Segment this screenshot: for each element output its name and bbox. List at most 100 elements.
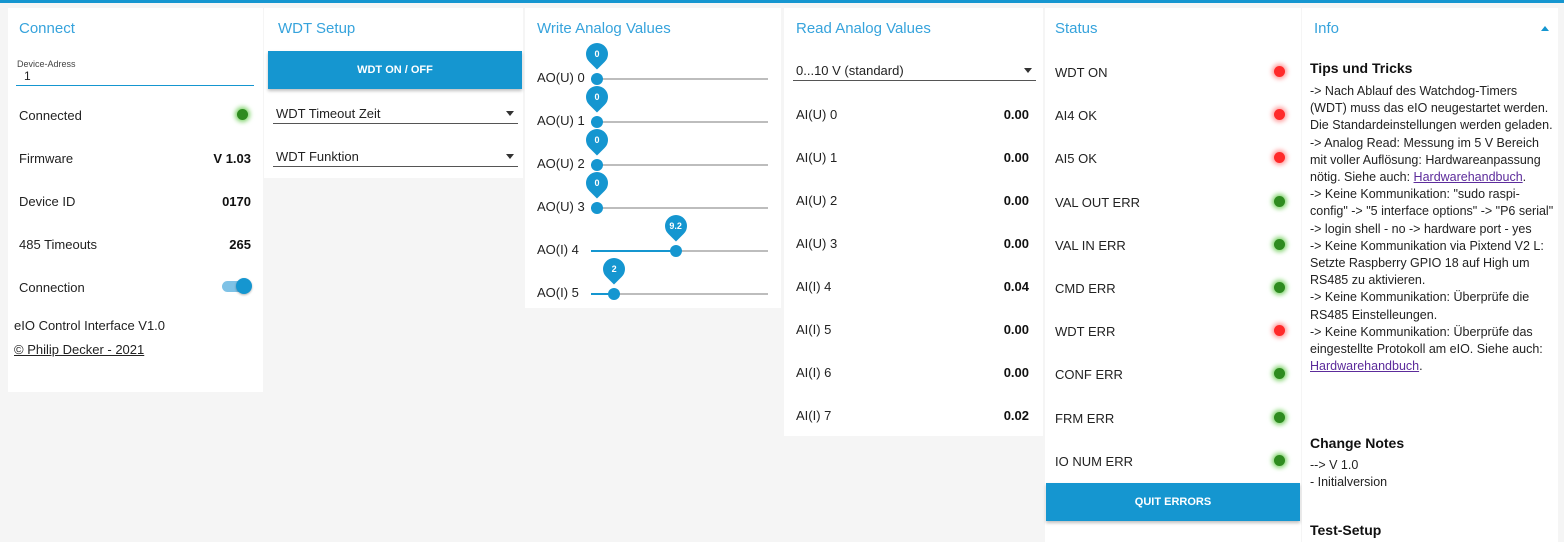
chevron-down-icon <box>1024 68 1032 73</box>
chevron-down-icon <box>506 111 514 116</box>
analog-input-label: AI(U) 0 <box>796 107 838 122</box>
info-panel: Info Tips und Tricks -> Nach Ablauf des … <box>1302 8 1558 542</box>
device-address-input[interactable] <box>16 68 254 86</box>
slider-value: 0 <box>594 92 600 102</box>
slider-track[interactable] <box>597 164 768 166</box>
chevron-down-icon <box>506 154 514 159</box>
status-label: WDT ERR <box>1055 324 1116 340</box>
slider-label: AO(U) 2 <box>537 156 585 171</box>
status-label: VAL OUT ERR <box>1055 194 1141 210</box>
analog-input-value: 0.00 <box>1003 107 1029 122</box>
slider-track[interactable] <box>597 121 768 123</box>
collapse-caret-icon[interactable] <box>1541 26 1549 31</box>
slider-thumb[interactable] <box>608 288 621 300</box>
wdt-function-select[interactable]: WDT Funktion <box>273 149 518 167</box>
read-analog-panel: Read Analog Values 0...10 V (standard) A… <box>784 8 1043 436</box>
slider-value: 0 <box>594 49 600 59</box>
slider-thumb[interactable] <box>591 73 603 85</box>
tip-protocol: -> Keine Kommunikation: Überprüfe das ei… <box>1310 324 1556 376</box>
analog-input-value: 0.04 <box>1003 279 1029 294</box>
write-analog-panel: Write Analog Values AO(U) 0 0 AO(U) 1 0 AO(U… <box>525 8 781 308</box>
analog-input-label: AI(U) 3 <box>796 236 838 251</box>
write-analog-title: Write Analog Values <box>537 20 671 37</box>
status-led-indicator <box>1274 411 1285 423</box>
top-accent-bar <box>0 0 1564 3</box>
change-notes-heading: Change Notes <box>1310 435 1405 451</box>
slider-track[interactable] <box>597 207 768 209</box>
tip-pixtend: -> Keine Kommunikation via Pixtend V2 L:… <box>1310 238 1544 288</box>
analog-input-label: AI(I) 7 <box>796 408 832 423</box>
analog-input-value: 0.00 <box>1003 150 1029 165</box>
analog-input-value: 0.00 <box>1003 322 1029 337</box>
read-analog-title: Read Analog Values <box>796 20 931 37</box>
slider-label: AO(U) 3 <box>537 199 585 214</box>
connected-led-indicator <box>237 109 248 120</box>
status-led-indicator <box>1274 368 1285 380</box>
connection-toggle[interactable] <box>220 276 254 296</box>
status-label: CONF ERR <box>1055 367 1123 383</box>
status-label: FRM ERR <box>1055 410 1115 426</box>
status-label: WDT ON <box>1055 65 1108 80</box>
device-id-label: Device ID <box>19 194 76 209</box>
tip-analog-read-text: -> Analog Read: Messung im 5 V Bereich m… <box>1310 135 1541 185</box>
slider-track[interactable] <box>597 293 768 295</box>
wdt-function-select-value: WDT Funktion <box>276 149 359 164</box>
wdt-toggle-button[interactable]: WDT ON / OFF <box>268 51 522 89</box>
status-label: VAL IN ERR <box>1055 237 1126 253</box>
range-select[interactable]: 0...10 V (standard) <box>793 63 1036 81</box>
connection-label: Connection <box>19 280 85 295</box>
analog-input-label: AI(U) 1 <box>796 150 838 165</box>
analog-input-value: 0.02 <box>1003 408 1029 423</box>
change-note-version: --> V 1.0 <box>1310 458 1359 472</box>
slider-track[interactable] <box>597 250 768 252</box>
firmware-label: Firmware <box>19 151 74 166</box>
test-setup-heading: Test-Setup <box>1310 522 1382 538</box>
slider-label: AO(U) 1 <box>537 113 585 128</box>
analog-input-value: 0.00 <box>1003 365 1029 380</box>
copyright-link[interactable]: © Philip Decker - 2021 <box>14 342 145 357</box>
timeouts-value: 265 <box>229 237 251 252</box>
status-led-indicator <box>1274 195 1285 207</box>
status-label: AI4 OK <box>1055 108 1097 124</box>
tip-raspi-config: -> Keine Kommunikation: "sudo raspi-conf… <box>1310 187 1554 236</box>
slider-value: 0 <box>594 135 600 145</box>
hardware-manual-link[interactable]: Hardwarehandbuch <box>1413 170 1523 185</box>
info-title: Info <box>1314 20 1340 37</box>
tip-protocol-text: -> Keine Kommunikation: Überprüfe das ei… <box>1310 324 1543 357</box>
hardware-manual-link[interactable]: Hardwarehandbuch <box>1310 359 1420 374</box>
connect-title: Connect <box>19 20 75 37</box>
slider-thumb[interactable] <box>591 202 603 214</box>
slider-value: 2 <box>611 264 617 274</box>
connect-panel: Connect Device-Adress Connected Firmware… <box>8 8 263 392</box>
status-led-indicator <box>1274 66 1285 77</box>
connection-toggle-knob <box>236 278 252 294</box>
status-led-indicator <box>1274 152 1285 164</box>
slider-value: 0 <box>594 178 600 188</box>
slider-thumb[interactable] <box>669 245 682 257</box>
connected-label: Connected <box>19 108 82 123</box>
slider-label: AO(I) 5 <box>537 285 579 300</box>
status-led-indicator <box>1274 282 1285 293</box>
wdt-timeout-select[interactable]: WDT Timeout Zeit <box>273 106 518 124</box>
tip-rs485: -> Keine Kommunikation: Überprüfe die RS… <box>1310 290 1530 322</box>
status-label: CMD ERR <box>1055 281 1116 296</box>
change-note-initial: - Initialversion <box>1310 475 1388 490</box>
tips-body: -> Nach Ablauf des Watchdog-Timers (WDT)… <box>1310 83 1556 375</box>
analog-input-label: AI(I) 6 <box>796 365 832 380</box>
slider-value: 9.2 <box>669 221 682 231</box>
analog-input-value: 0.00 <box>1003 193 1029 208</box>
tip-analog-read: -> Analog Read: Messung im 5 V Bereich m… <box>1310 135 1556 187</box>
tip-analog-read-end: . <box>1522 170 1527 185</box>
status-title: Status <box>1055 20 1098 37</box>
status-led-indicator <box>1274 109 1285 121</box>
quit-errors-button[interactable]: QUIT ERRORS <box>1046 483 1300 521</box>
slider-thumb[interactable] <box>591 116 603 128</box>
slider-track[interactable] <box>597 78 768 80</box>
device-address-label: Device-Adress <box>17 59 76 69</box>
status-label: IO NUM ERR <box>1055 453 1133 469</box>
firmware-value: V 1.03 <box>213 151 251 166</box>
app-version-text: eIO Control Interface V1.0 <box>14 318 166 333</box>
timeouts-label: 485 Timeouts <box>19 237 98 252</box>
change-notes-body: --> V 1.0 - Initialversion <box>1310 457 1556 491</box>
slider-thumb[interactable] <box>591 159 603 171</box>
